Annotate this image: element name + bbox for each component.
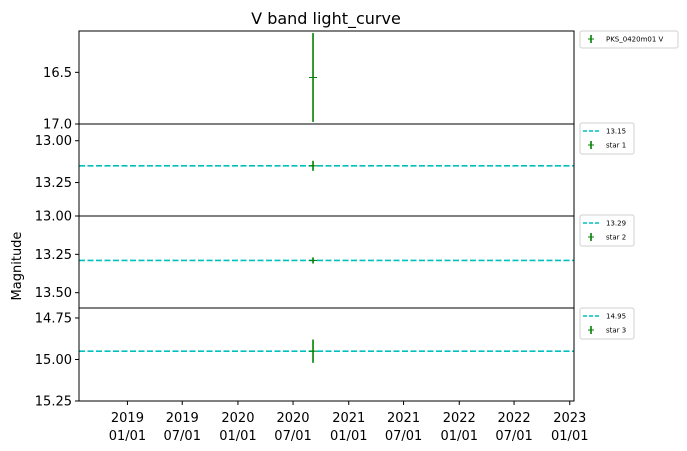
panel-2: 13.00 13.25 13.15 star 1 [35,122,635,217]
x-tick-label: 2019 [166,411,199,426]
y-tick-label: 13.00 [35,134,72,149]
y-axis-label: Magnitude [10,232,25,301]
y-tick-label: 17.0 [43,118,72,133]
x-tick-label: 07/01 [385,429,422,444]
y-tick-label: 14.75 [35,311,72,326]
y-tick-label: 13.00 [35,210,72,225]
panel-1: 16.5 17.0 PKS_0420m01 V [43,30,679,133]
x-tick-label: 2020 [221,411,254,426]
x-tick-label: 2021 [332,411,365,426]
x-tick-label: 07/01 [495,429,532,444]
panel-frame [78,215,575,309]
legend-label: 14.95 [606,313,626,321]
legend-box [579,307,635,340]
legend: 14.95 star 3 [579,307,635,340]
legend-label: 13.15 [606,128,626,136]
y-tick-label: 13.50 [35,286,72,301]
legend-label: star 2 [606,234,626,242]
panel-4: 14.75 15.00 15.25 14.95 star 3 [35,307,635,410]
x-tick-label: 2023 [553,411,586,426]
y-tick-label: 15.00 [35,353,72,368]
x-tick-label: 2022 [443,411,476,426]
x-tick-label: 07/01 [164,429,201,444]
legend-label: PKS_0420m01 V [606,36,664,44]
legend-label: 13.29 [606,220,626,228]
panel-frame [78,30,575,125]
y-tick-label: 16.5 [43,66,72,81]
legend-box [579,30,679,49]
legend: 13.15 star 1 [579,122,635,155]
legend-box [579,122,635,155]
legend: PKS_0420m01 V [579,30,679,49]
x-tick-label: 2021 [387,411,420,426]
x-tick-label: 2020 [276,411,309,426]
y-tick-label: 13.25 [35,248,72,263]
panel-3: 13.00 13.25 13.50 13.29 star 2 [35,210,635,309]
chart-title: V band light_curve [251,9,401,29]
x-tick-label: 01/01 [109,429,146,444]
x-tick-label: 2022 [498,411,531,426]
x-axis: 2019 01/01 2019 07/01 2020 01/01 2020 07/01 2021… [109,401,588,444]
panel-frame [78,307,575,402]
legend-box [579,214,635,247]
x-tick-label: 01/01 [441,429,478,444]
panels-group: 16.5 17.0 PKS_0420m01 V 13.00 13.25 13.15 star… [35,30,679,410]
y-tick-label: 13.25 [35,176,72,191]
y-tick-label: 15.25 [35,395,72,410]
panel-frame [78,123,575,217]
legend-label: star 3 [606,327,626,335]
legend-label: star 1 [606,142,626,150]
x-tick-label: 2019 [111,411,144,426]
x-tick-label: 01/01 [551,429,588,444]
x-tick-label: 01/01 [219,429,256,444]
x-tick-label: 07/01 [274,429,311,444]
legend: 13.29 star 2 [579,214,635,247]
x-tick-label: 01/01 [330,429,367,444]
